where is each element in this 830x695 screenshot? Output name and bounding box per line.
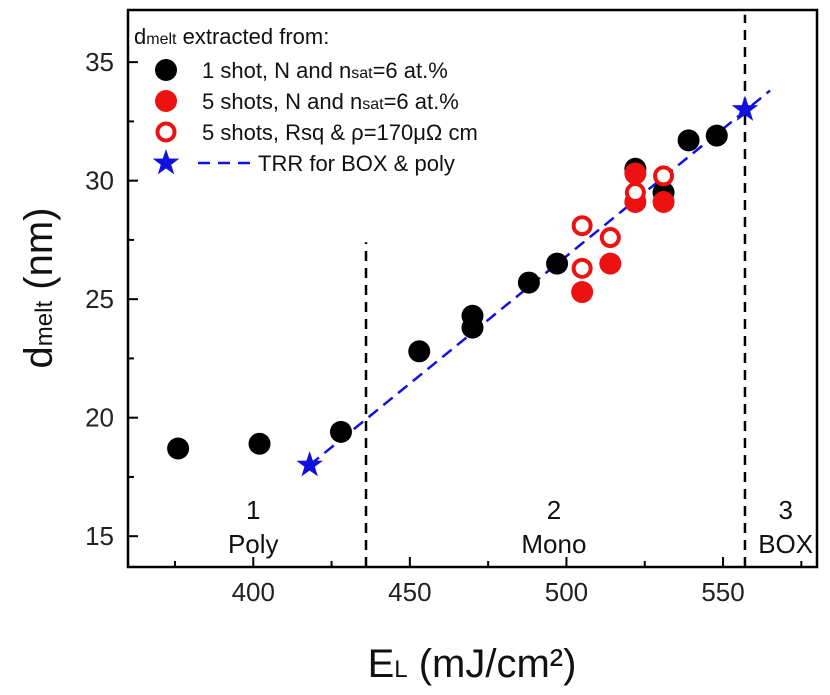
legend-marker-3	[155, 121, 177, 143]
legend-label-4-main: TRR for BOX & poly	[258, 151, 455, 176]
series-1-point-2	[248, 432, 271, 455]
region-label-1: Poly	[228, 529, 279, 559]
series-1-point-6	[461, 316, 484, 339]
series-3-point-5	[653, 165, 675, 187]
series-3-point-2	[571, 257, 593, 279]
series-3-point-4	[624, 182, 646, 204]
y-tick-label-30: 30	[85, 166, 114, 196]
data-points	[167, 95, 759, 477]
series-2-point-3	[624, 162, 647, 185]
legend-label-2-rest: =6 at.%	[384, 89, 459, 114]
region-number-3: 3	[778, 495, 792, 525]
legend-label-2-sub: sat	[362, 96, 384, 113]
region-number-2: 2	[547, 495, 561, 525]
series-1-point-12	[705, 124, 728, 147]
legend-label-4: TRR for BOX & poly	[258, 151, 455, 176]
legend: dmelt extracted from:1 shot, N and nsat=…	[134, 24, 478, 176]
series-1-point-1	[167, 437, 190, 460]
x-tick-label-550: 550	[701, 577, 744, 607]
series-4-point-1	[296, 451, 323, 477]
trr-trend-line	[308, 89, 771, 467]
region-label-2: Mono	[521, 529, 586, 559]
y-axis-label: dmelt (nm)	[17, 208, 61, 369]
series-2-point-1	[571, 281, 594, 304]
legend-label-1-rest: =6 at.%	[373, 58, 448, 83]
y-axis-label-sub: melt	[31, 301, 58, 347]
x-axis-label: EL (mJ/cm²)	[368, 642, 577, 686]
legend-marker-1	[155, 59, 177, 81]
region-labels: 1 Poly 2 Mono 3 BOX	[228, 495, 813, 559]
legend-label-2-main: 5 shots, N and n	[202, 89, 362, 114]
series-1-point-4	[408, 340, 431, 363]
legend-label-1-sub: sat	[351, 65, 373, 82]
y-tick-label-25: 25	[85, 284, 114, 314]
y-tick-label-20: 20	[85, 403, 114, 433]
legend-marker-4	[152, 149, 180, 175]
x-axis-label-sub: L	[394, 656, 407, 683]
legend-label-3-main: 5 shots, Rsq & ρ=170μΩ cm	[202, 120, 478, 145]
legend-marker-2	[155, 90, 177, 112]
series-3-point-3	[599, 227, 621, 249]
series-3-point-1	[571, 215, 593, 237]
legend-title-sub: melt	[146, 31, 177, 48]
region-number-1: 1	[246, 495, 260, 525]
series-1-point-8	[546, 252, 569, 275]
y-tick-label-35: 35	[85, 47, 114, 77]
y-axis-label-main: d	[17, 346, 61, 368]
x-tick-label-500: 500	[545, 577, 588, 607]
x-tick-label-400: 400	[232, 577, 275, 607]
legend-label-1: 1 shot, N and nsat=6 at.%	[202, 58, 448, 83]
series-1-point-7	[517, 271, 540, 294]
legend-label-3: 5 shots, Rsq & ρ=170μΩ cm	[202, 120, 478, 145]
legend-label-1-main: 1 shot, N and n	[202, 58, 351, 83]
x-axis-label-main: E	[368, 642, 395, 686]
y-axis-label-rest: (nm)	[17, 208, 61, 301]
legend-title: dmelt extracted from:	[134, 24, 329, 49]
legend-title-sub-prefix: d	[134, 24, 146, 49]
y-tick-label-15: 15	[85, 521, 114, 551]
ticks: 400 450 500 550 15 20 25 30 35	[85, 47, 803, 607]
x-tick-label-450: 450	[388, 577, 431, 607]
series-1-point-3	[329, 420, 352, 443]
series-2-point-2	[599, 252, 622, 275]
legend-title-rest: extracted from:	[176, 24, 329, 49]
region-label-3: BOX	[758, 529, 813, 559]
series-4-point-2	[731, 95, 759, 121]
legend-label-2: 5 shots, N and nsat=6 at.%	[202, 89, 459, 114]
series-1-point-11	[677, 129, 700, 152]
plot-frame	[126, 8, 819, 569]
series-2-point-5	[652, 190, 675, 213]
x-axis-label-rest: (mJ/cm²)	[408, 642, 577, 686]
